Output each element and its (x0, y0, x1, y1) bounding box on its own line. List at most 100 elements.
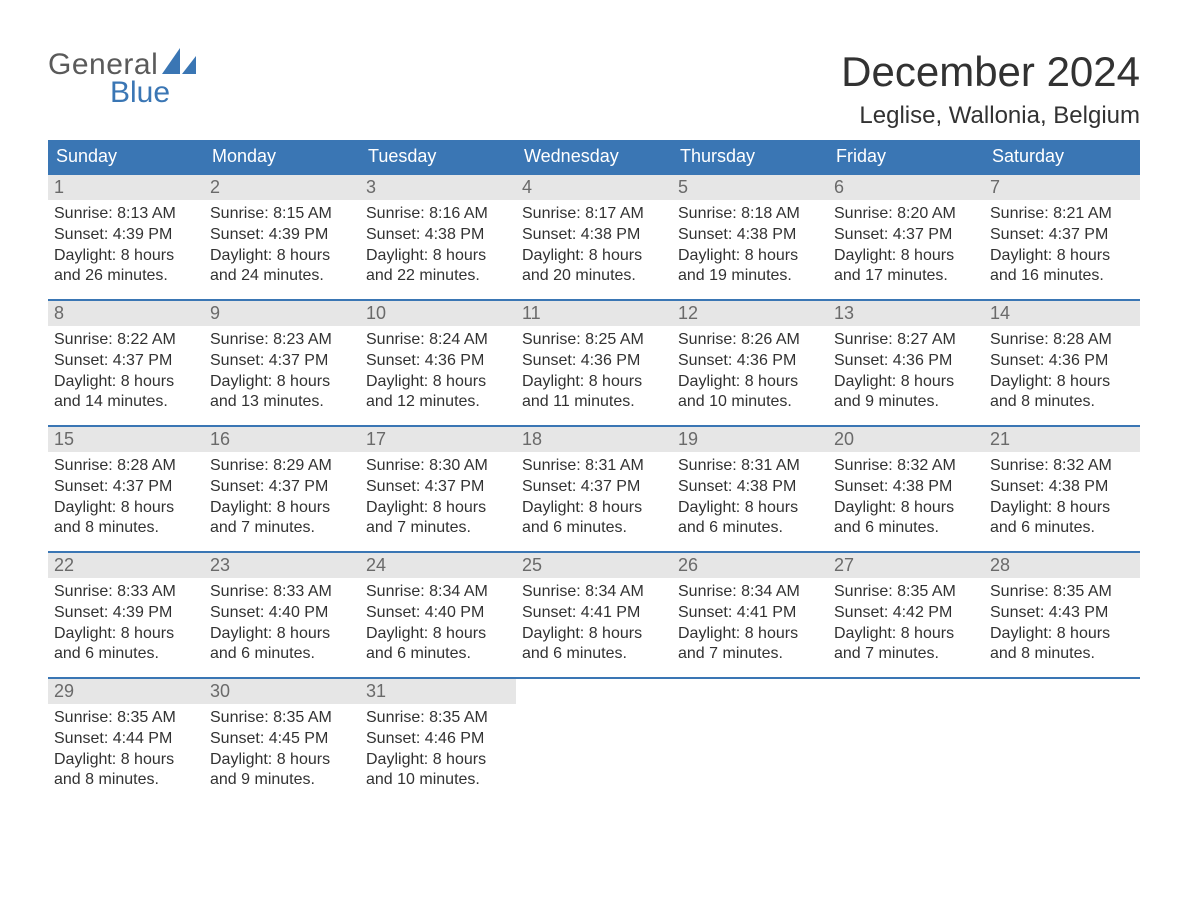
day-number: 4 (516, 175, 672, 200)
daylight-line: Daylight: 8 hours and 7 minutes. (210, 498, 354, 540)
day-number: 24 (360, 553, 516, 578)
daylight-line: Daylight: 8 hours and 24 minutes. (210, 246, 354, 288)
day-body: Sunrise: 8:32 AMSunset: 4:38 PMDaylight:… (828, 452, 984, 539)
day-cell: 31Sunrise: 8:35 AMSunset: 4:46 PMDayligh… (360, 678, 516, 804)
daylight-line: Daylight: 8 hours and 6 minutes. (834, 498, 978, 540)
daylight-line: Daylight: 8 hours and 6 minutes. (522, 498, 666, 540)
daylight-line: Daylight: 8 hours and 8 minutes. (54, 498, 198, 540)
day-cell: 30Sunrise: 8:35 AMSunset: 4:45 PMDayligh… (204, 678, 360, 804)
day-body: Sunrise: 8:35 AMSunset: 4:43 PMDaylight:… (984, 578, 1140, 665)
day-number: 22 (48, 553, 204, 578)
sunset-line: Sunset: 4:39 PM (54, 225, 198, 246)
sunrise-line: Sunrise: 8:30 AM (366, 456, 510, 477)
sunrise-line: Sunrise: 8:32 AM (834, 456, 978, 477)
sunrise-line: Sunrise: 8:21 AM (990, 204, 1134, 225)
sunset-line: Sunset: 4:38 PM (366, 225, 510, 246)
sunrise-line: Sunrise: 8:28 AM (54, 456, 198, 477)
sunrise-line: Sunrise: 8:24 AM (366, 330, 510, 351)
sunset-line: Sunset: 4:37 PM (210, 477, 354, 498)
day-number: 30 (204, 679, 360, 704)
day-cell (828, 678, 984, 804)
col-monday: Monday (204, 140, 360, 174)
sunset-line: Sunset: 4:36 PM (678, 351, 822, 372)
day-body: Sunrise: 8:23 AMSunset: 4:37 PMDaylight:… (204, 326, 360, 413)
sunset-line: Sunset: 4:38 PM (678, 477, 822, 498)
daylight-line: Daylight: 8 hours and 12 minutes. (366, 372, 510, 414)
header: General Blue December 2024 Leglise, Wall… (48, 48, 1140, 130)
sunrise-line: Sunrise: 8:25 AM (522, 330, 666, 351)
day-body: Sunrise: 8:20 AMSunset: 4:37 PMDaylight:… (828, 200, 984, 287)
day-cell (984, 678, 1140, 804)
day-body: Sunrise: 8:30 AMSunset: 4:37 PMDaylight:… (360, 452, 516, 539)
day-body: Sunrise: 8:33 AMSunset: 4:39 PMDaylight:… (48, 578, 204, 665)
day-body: Sunrise: 8:24 AMSunset: 4:36 PMDaylight:… (360, 326, 516, 413)
calendar-table: Sunday Monday Tuesday Wednesday Thursday… (48, 140, 1140, 804)
daylight-line: Daylight: 8 hours and 17 minutes. (834, 246, 978, 288)
day-number: 3 (360, 175, 516, 200)
sunset-line: Sunset: 4:43 PM (990, 603, 1134, 624)
sunset-line: Sunset: 4:37 PM (210, 351, 354, 372)
day-cell: 6Sunrise: 8:20 AMSunset: 4:37 PMDaylight… (828, 174, 984, 300)
day-cell: 9Sunrise: 8:23 AMSunset: 4:37 PMDaylight… (204, 300, 360, 426)
day-number: 25 (516, 553, 672, 578)
day-cell: 22Sunrise: 8:33 AMSunset: 4:39 PMDayligh… (48, 552, 204, 678)
day-cell: 24Sunrise: 8:34 AMSunset: 4:40 PMDayligh… (360, 552, 516, 678)
day-cell: 21Sunrise: 8:32 AMSunset: 4:38 PMDayligh… (984, 426, 1140, 552)
day-cell: 29Sunrise: 8:35 AMSunset: 4:44 PMDayligh… (48, 678, 204, 804)
daylight-line: Daylight: 8 hours and 19 minutes. (678, 246, 822, 288)
day-cell: 15Sunrise: 8:28 AMSunset: 4:37 PMDayligh… (48, 426, 204, 552)
daylight-line: Daylight: 8 hours and 26 minutes. (54, 246, 198, 288)
col-friday: Friday (828, 140, 984, 174)
sunset-line: Sunset: 4:36 PM (834, 351, 978, 372)
day-number: 13 (828, 301, 984, 326)
day-body: Sunrise: 8:16 AMSunset: 4:38 PMDaylight:… (360, 200, 516, 287)
day-number: 19 (672, 427, 828, 452)
sunset-line: Sunset: 4:42 PM (834, 603, 978, 624)
sunrise-line: Sunrise: 8:34 AM (678, 582, 822, 603)
day-number: 27 (828, 553, 984, 578)
weekday-header-row: Sunday Monday Tuesday Wednesday Thursday… (48, 140, 1140, 174)
sunrise-line: Sunrise: 8:27 AM (834, 330, 978, 351)
col-sunday: Sunday (48, 140, 204, 174)
day-number: 18 (516, 427, 672, 452)
week-row: 8 Sunrise: 8:22 AM Sunset: 4:37 PM Daylight… (48, 300, 1140, 426)
day-cell: 13 Sunrise: 8:27 AMSunset: 4:36 PMDayligh… (828, 300, 984, 426)
day-number: 21 (984, 427, 1140, 452)
sunset-line: Sunset: 4:46 PM (366, 729, 510, 750)
day-number: 2 (204, 175, 360, 200)
day-body: Sunrise: 8:25 AMSunset: 4:36 PMDaylight:… (516, 326, 672, 413)
sunrise-line: Sunrise: 8:35 AM (990, 582, 1134, 603)
day-cell: 10Sunrise: 8:24 AMSunset: 4:36 PMDayligh… (360, 300, 516, 426)
sunset-line: Sunset: 4:40 PM (366, 603, 510, 624)
daylight-line: Daylight: 8 hours and 9 minutes. (834, 372, 978, 414)
sunrise-line: Sunrise: 8:17 AM (522, 204, 666, 225)
day-number: 20 (828, 427, 984, 452)
sunset-line: Sunset: 4:38 PM (678, 225, 822, 246)
day-number: 31 (360, 679, 516, 704)
day-number: 26 (672, 553, 828, 578)
sunset-line: Sunset: 4:39 PM (210, 225, 354, 246)
sunrise-line: Sunrise: 8:35 AM (366, 708, 510, 729)
sunrise-line: Sunrise: 8:22 AM (54, 330, 198, 351)
sunrise-line: Sunrise: 8:15 AM (210, 204, 354, 225)
sunrise-line: Sunrise: 8:35 AM (54, 708, 198, 729)
day-number: 12 (672, 301, 828, 326)
day-cell: 17Sunrise: 8:30 AMSunset: 4:37 PMDayligh… (360, 426, 516, 552)
sunrise-line: Sunrise: 8:35 AM (210, 708, 354, 729)
daylight-line: Daylight: 8 hours and 7 minutes. (834, 624, 978, 666)
day-number: 8 (48, 301, 204, 326)
day-cell: 16Sunrise: 8:29 AMSunset: 4:37 PMDayligh… (204, 426, 360, 552)
daylight-line: Daylight: 8 hours and 8 minutes. (54, 750, 198, 792)
sunset-line: Sunset: 4:45 PM (210, 729, 354, 750)
sunset-line: Sunset: 4:41 PM (678, 603, 822, 624)
sunset-line: Sunset: 4:40 PM (210, 603, 354, 624)
day-body: Sunrise: 8:35 AMSunset: 4:45 PMDaylight:… (204, 704, 360, 791)
day-cell: 27Sunrise: 8:35 AMSunset: 4:42 PMDayligh… (828, 552, 984, 678)
sunrise-line: Sunrise: 8:33 AM (210, 582, 354, 603)
col-thursday: Thursday (672, 140, 828, 174)
sunset-line: Sunset: 4:38 PM (990, 477, 1134, 498)
day-body: Sunrise: 8:35 AMSunset: 4:42 PMDaylight:… (828, 578, 984, 665)
day-number: 15 (48, 427, 204, 452)
day-body: Sunrise: 8:31 AMSunset: 4:38 PMDaylight:… (672, 452, 828, 539)
sunset-line: Sunset: 4:36 PM (522, 351, 666, 372)
